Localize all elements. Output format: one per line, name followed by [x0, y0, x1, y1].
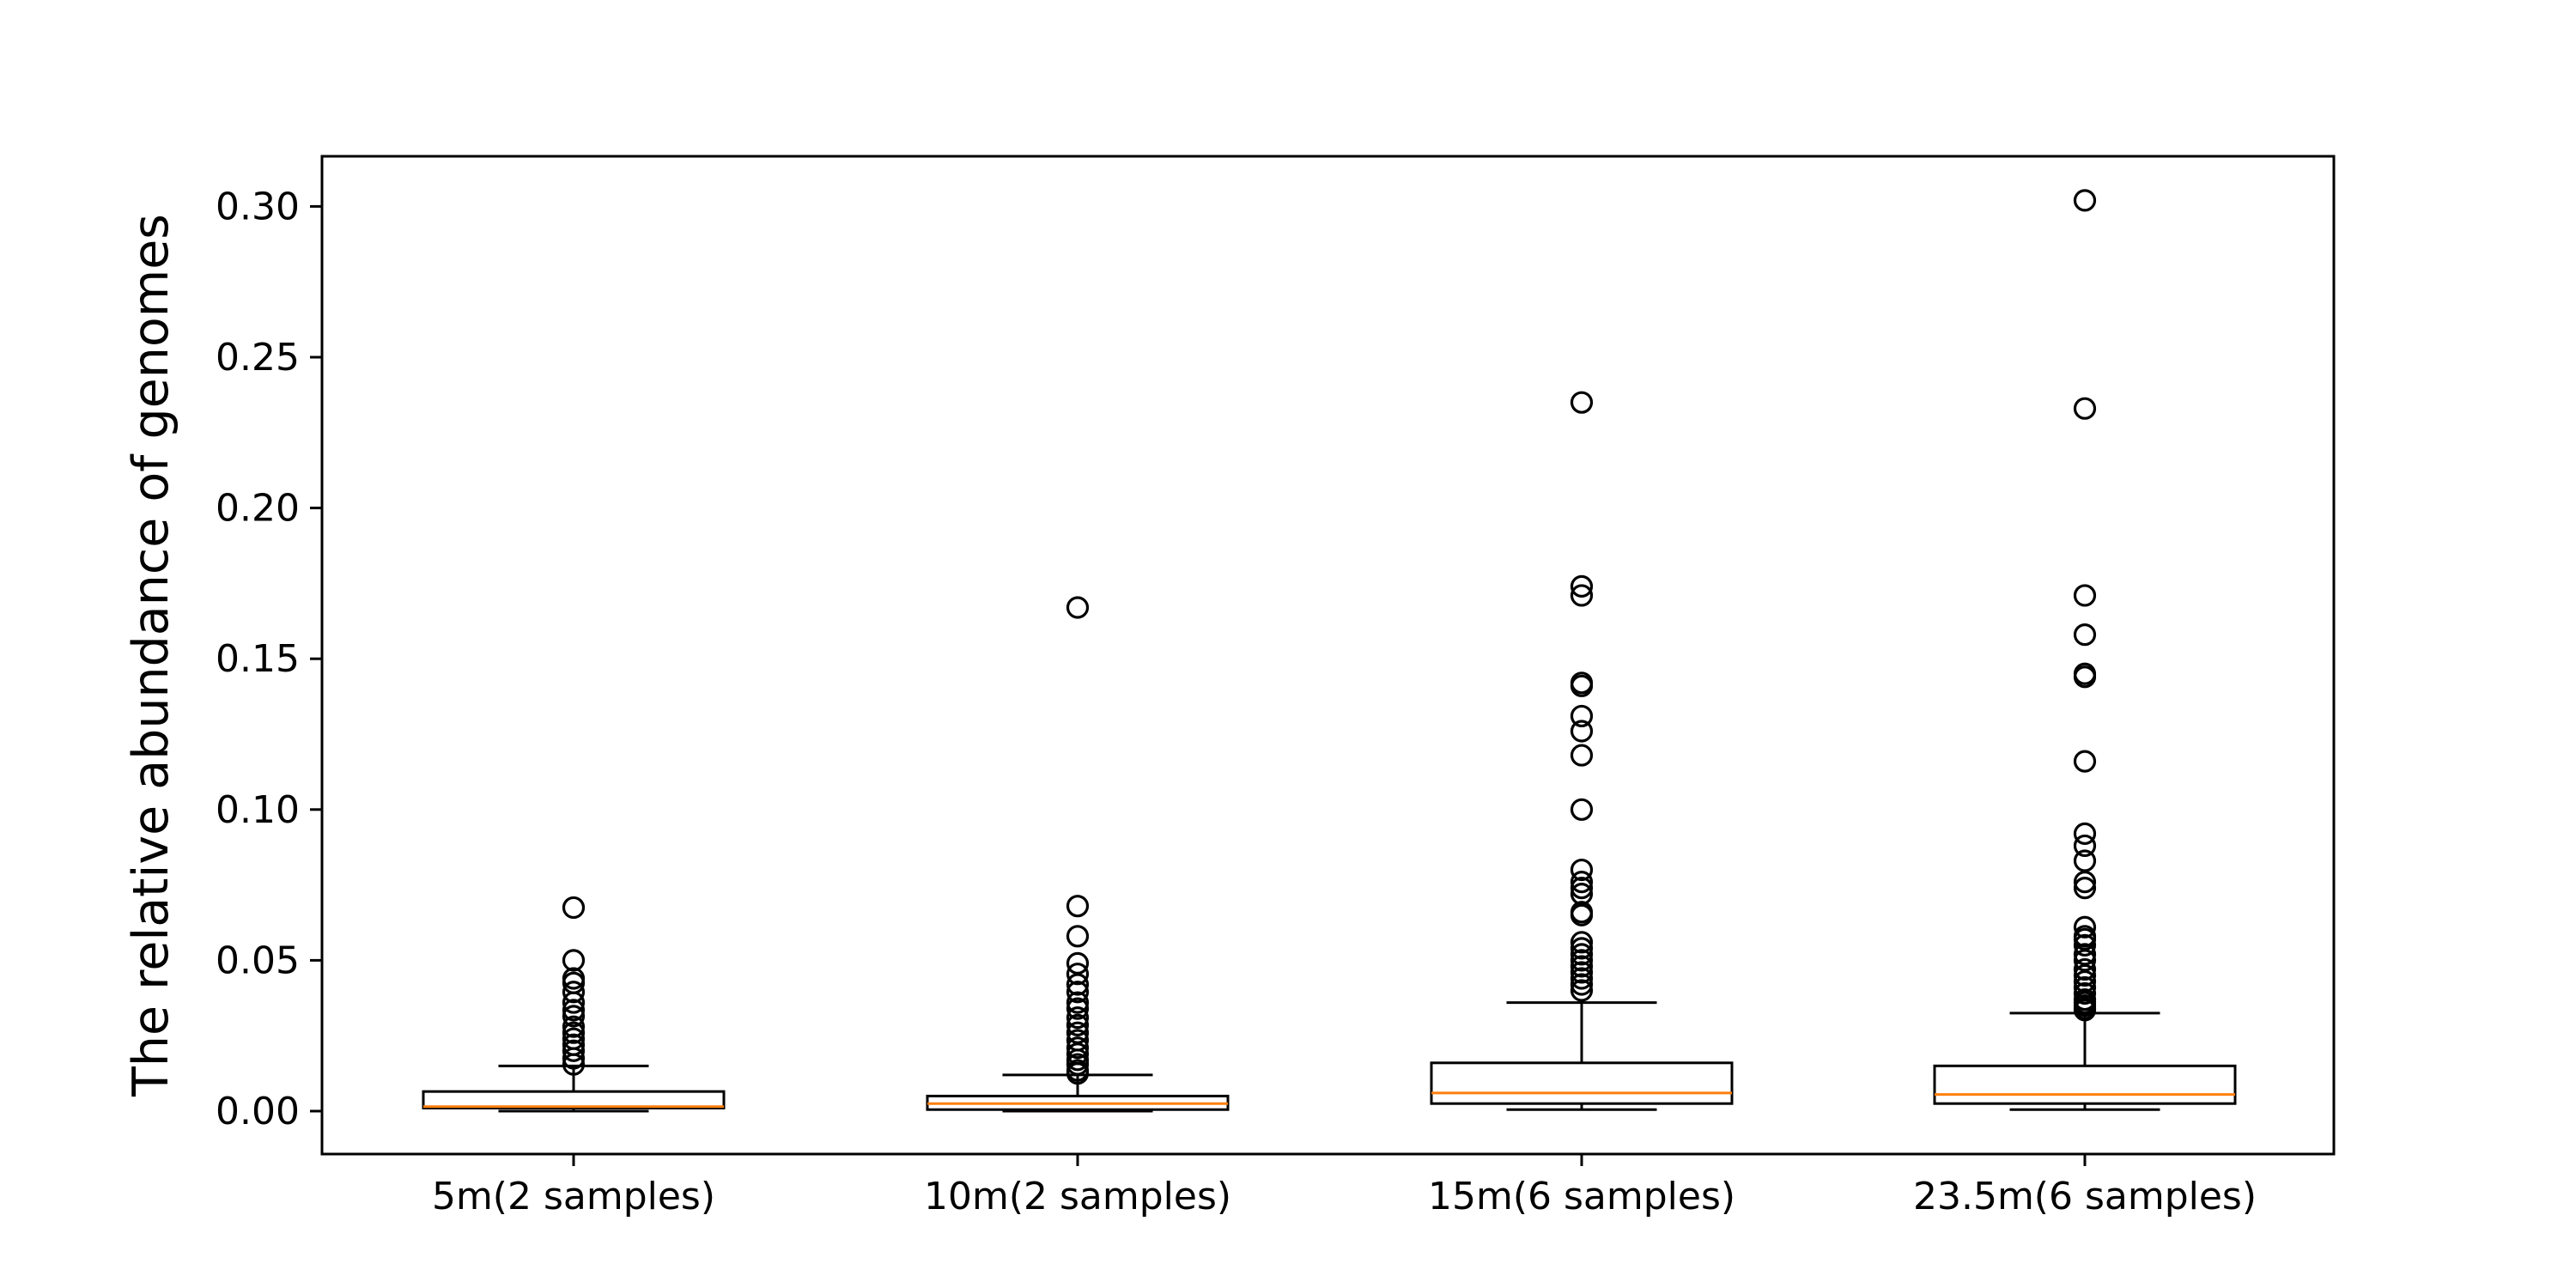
iqr-box	[1933, 1064, 2237, 1105]
outlier-point	[1066, 991, 1090, 1014]
y-tick-label: 0.30	[216, 185, 300, 228]
outlier-point	[1066, 1061, 1090, 1085]
box-group	[1430, 391, 1734, 1111]
outlier-point	[1570, 877, 1594, 900]
outlier-point	[1570, 903, 1594, 927]
outlier-point	[2073, 665, 2097, 689]
outlier-point	[1570, 955, 1594, 978]
outlier-point	[1570, 937, 1594, 960]
outlier-point	[1066, 596, 1090, 619]
outlier-point	[1066, 973, 1090, 996]
plot-layer	[422, 189, 2237, 1113]
y-tick-label: 0.15	[216, 637, 300, 681]
outlier-point	[1066, 1006, 1090, 1030]
box-group	[926, 596, 1230, 1113]
outlier-point	[2073, 189, 2097, 212]
outlier-point	[1066, 1053, 1090, 1076]
outlier-point	[1066, 925, 1090, 948]
iqr-box	[422, 1090, 726, 1109]
outlier-point	[1570, 979, 1594, 1002]
outlier-point	[2073, 915, 2097, 939]
box-group	[1933, 189, 2237, 1111]
outlier-point	[1570, 858, 1594, 882]
y-tick-label: 0.20	[216, 487, 300, 531]
y-axis-title: The relative abundance of genomes	[123, 214, 179, 1097]
outlier-point	[2073, 981, 2097, 1005]
outlier-point	[562, 1005, 586, 1028]
outlier-point	[2073, 870, 2097, 894]
outlier-point	[1570, 949, 1594, 972]
outlier-point	[562, 981, 586, 1004]
outlier-point	[1570, 961, 1594, 984]
outlier-point	[562, 1039, 586, 1062]
outlier-point	[1570, 704, 1594, 728]
outlier-point	[562, 1021, 586, 1044]
outlier-point	[1066, 963, 1090, 986]
outlier-point	[2073, 397, 2097, 420]
box-group	[422, 896, 726, 1113]
outlier-point	[2073, 957, 2097, 981]
outlier-point	[1066, 997, 1090, 1020]
outlier-point	[2073, 623, 2097, 647]
x-tick-label: 15m(6 samples)	[1428, 1175, 1735, 1218]
y-tick-label: 0.05	[216, 939, 300, 982]
x-tick-label: 5m(2 samples)	[432, 1175, 715, 1218]
iqr-box	[1430, 1061, 1734, 1105]
outlier-point	[2073, 822, 2097, 845]
outlier-point	[1570, 744, 1594, 767]
outlier-point	[562, 1047, 586, 1070]
outlier-point	[1570, 943, 1594, 966]
outlier-point	[1570, 584, 1594, 607]
y-tick-label: 0.10	[216, 788, 300, 832]
outlier-point	[1570, 870, 1594, 894]
outlier-point	[1570, 674, 1594, 697]
outlier-point	[1570, 931, 1594, 954]
outlier-point	[1570, 391, 1594, 414]
outlier-point	[1570, 973, 1594, 996]
outlier-point	[562, 1015, 586, 1038]
outlier-point	[1066, 1036, 1090, 1060]
outlier-point	[2073, 584, 2097, 607]
outlier-point	[1570, 798, 1594, 821]
outlier-point	[562, 991, 586, 1014]
outlier-point	[562, 1053, 586, 1076]
outlier-point	[2073, 834, 2097, 858]
outlier-point	[562, 949, 586, 972]
outlier-point	[1570, 574, 1594, 598]
outlier-point	[562, 999, 586, 1022]
x-tick-label: 10m(2 samples)	[924, 1175, 1231, 1218]
outlier-point	[1570, 720, 1594, 743]
x-tick-label: 23.5m(6 samples)	[1913, 1175, 2257, 1218]
outlier-point	[1066, 895, 1090, 918]
outlier-point	[1066, 1013, 1090, 1037]
axes-layer: 0.00 0.05 0.10 0.15 0.20 0.25 0.30 5m(2 samples…	[216, 185, 2257, 1218]
y-tick-label: 0.25	[216, 336, 300, 380]
outlier-point	[562, 896, 586, 920]
outlier-point	[1066, 981, 1090, 1004]
outlier-point	[2073, 933, 2097, 957]
outlier-point	[2073, 750, 2097, 773]
outlier-point	[2073, 963, 2097, 987]
outlier-point	[1570, 967, 1594, 990]
plot-frame	[320, 155, 2336, 1156]
y-tick-label: 0.00	[216, 1090, 300, 1133]
outlier-point	[2073, 999, 2097, 1022]
outlier-point	[2073, 877, 2097, 900]
